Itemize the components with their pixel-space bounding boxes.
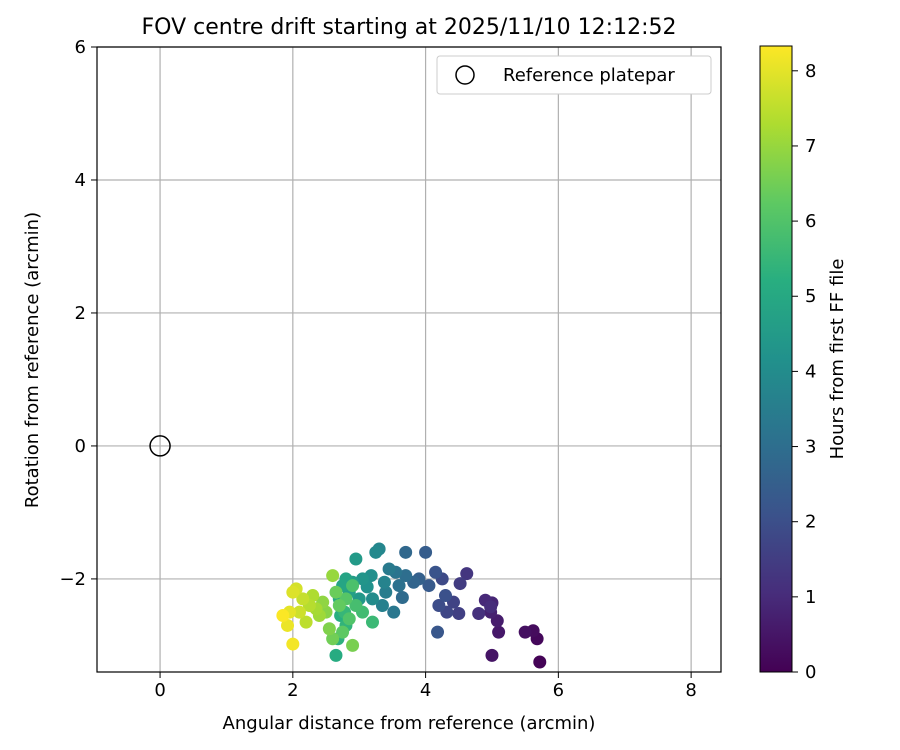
colorbar-tick-label: 4 — [805, 361, 816, 382]
colorbar-ticks: 0 1 2 3 4 5 6 7 8 — [792, 61, 816, 683]
legend-reference-marker — [455, 65, 475, 85]
legend-box — [436, 55, 712, 95]
data-point — [379, 585, 393, 599]
data-point — [452, 606, 466, 620]
data-point — [292, 605, 306, 619]
data-point — [322, 622, 336, 636]
data-point — [326, 632, 340, 646]
data-point — [299, 615, 313, 629]
data-point — [281, 618, 295, 632]
data-point — [286, 585, 300, 599]
data-point — [349, 599, 363, 613]
data-point — [533, 655, 547, 669]
reference-marker — [149, 435, 171, 457]
data-points — [276, 542, 547, 669]
data-point — [429, 565, 443, 579]
data-point — [329, 585, 343, 599]
data-point — [306, 589, 320, 603]
data-point — [336, 625, 350, 639]
data-point — [431, 625, 445, 639]
data-point — [346, 579, 360, 593]
chart-title: FOV centre drift starting at 2025/11/10 … — [142, 15, 677, 40]
x-tick-label: 4 — [420, 680, 431, 701]
colorbar-tick-label: 1 — [805, 587, 816, 608]
data-point — [472, 606, 486, 620]
colorbar-label: Hours from first FF file — [827, 259, 848, 460]
data-point — [365, 615, 379, 629]
colorbar-tick-label: 5 — [805, 286, 816, 307]
plot-area — [97, 47, 721, 672]
y-tick-label: 6 — [75, 37, 86, 58]
x-tick-label: 8 — [685, 680, 696, 701]
y-tick-label: 2 — [75, 303, 86, 324]
x-tick-label: 6 — [553, 680, 564, 701]
colorbar-tick-label: 3 — [805, 437, 816, 458]
colorbar-tick-label: 8 — [805, 61, 816, 82]
data-point — [453, 577, 467, 591]
data-point — [346, 638, 360, 652]
data-point — [342, 612, 356, 626]
legend: Reference platepar — [436, 55, 712, 95]
data-point — [286, 637, 300, 651]
colorbar-tick-label: 7 — [805, 136, 816, 157]
x-axis-ticks: 0 2 4 6 8 — [154, 672, 697, 701]
y-axis-label: Rotation from reference (arcmin) — [22, 212, 43, 508]
data-point — [332, 599, 346, 613]
data-point — [432, 599, 446, 613]
data-point — [399, 569, 413, 583]
y-axis-ticks: −2 0 2 4 6 — [59, 37, 97, 590]
data-point — [422, 579, 436, 593]
colorbar-tick-label: 2 — [805, 512, 816, 533]
data-point — [399, 545, 413, 559]
data-point — [329, 648, 343, 662]
colorbar — [759, 45, 793, 673]
y-tick-label: −2 — [59, 569, 86, 590]
data-point — [484, 600, 498, 614]
data-point — [518, 625, 532, 639]
data-point — [485, 648, 499, 662]
data-point — [369, 545, 383, 559]
data-point — [375, 599, 389, 613]
data-point — [296, 592, 310, 606]
data-point — [419, 545, 433, 559]
plot-frame — [96, 46, 722, 673]
data-point — [460, 567, 474, 581]
data-point — [387, 605, 401, 619]
colorbar-tick-label: 0 — [805, 662, 816, 683]
data-point — [377, 575, 391, 589]
data-point — [276, 608, 290, 622]
y-tick-label: 4 — [75, 170, 86, 191]
data-point — [392, 579, 406, 593]
data-point — [382, 562, 396, 576]
x-axis-label: Angular distance from reference (arcmin) — [223, 713, 596, 734]
x-tick-label: 2 — [287, 680, 298, 701]
colorbar-tick-label: 6 — [805, 211, 816, 232]
data-point — [492, 625, 506, 639]
legend-label: Reference platepar — [503, 65, 675, 86]
data-point — [395, 591, 409, 605]
data-point — [326, 569, 340, 583]
data-point — [349, 552, 363, 566]
y-tick-label: 0 — [75, 436, 86, 457]
data-point — [365, 592, 379, 606]
data-point — [439, 589, 453, 603]
data-point — [356, 572, 370, 586]
x-tick-label: 0 — [154, 680, 165, 701]
